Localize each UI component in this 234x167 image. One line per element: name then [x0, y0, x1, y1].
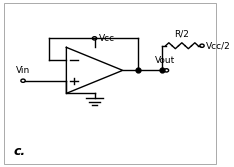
- Text: R/2: R/2: [174, 30, 189, 39]
- Text: c.: c.: [13, 145, 26, 158]
- Text: Vout: Vout: [155, 56, 176, 65]
- Text: Vcc/2: Vcc/2: [206, 41, 231, 50]
- Text: Vin: Vin: [16, 66, 30, 75]
- Text: Vcc: Vcc: [99, 34, 115, 43]
